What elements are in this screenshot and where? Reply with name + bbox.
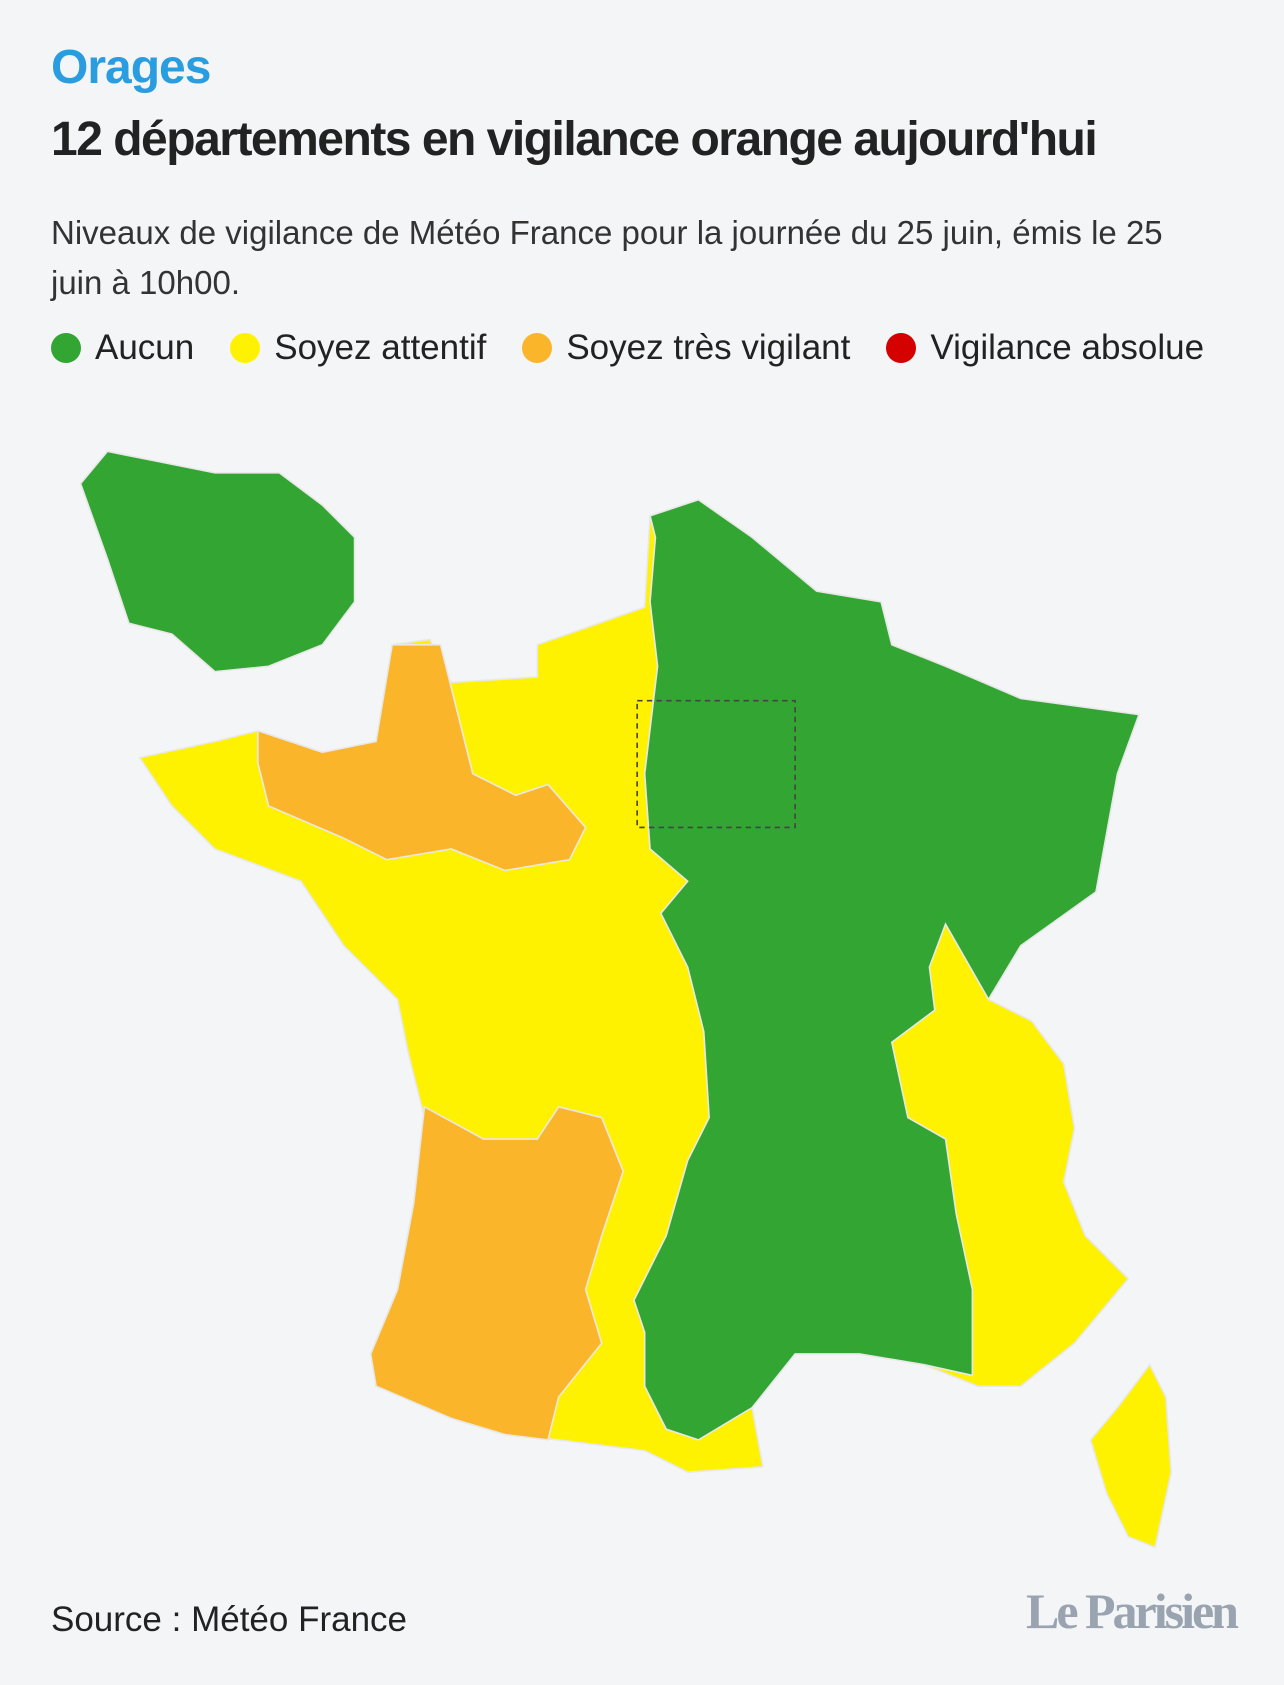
region bbox=[79, 450, 356, 673]
region bbox=[257, 643, 587, 872]
legend: Aucun Soyez attentif Soyez très vigilant Vi… bbox=[51, 328, 1204, 368]
legend-label: Aucun bbox=[95, 328, 195, 367]
legend-swatch bbox=[522, 333, 553, 363]
legend-item: Soyez très vigilant bbox=[522, 328, 850, 368]
title: 12 départements en vigilance orange aujo… bbox=[51, 113, 1098, 166]
subtitle: Niveaux de vigilance de Météo France pou… bbox=[51, 214, 1163, 301]
kicker: Orages bbox=[51, 41, 211, 94]
region bbox=[1089, 1363, 1172, 1549]
legend-label: Soyez très vigilant bbox=[566, 328, 851, 367]
legend-swatch bbox=[886, 333, 917, 363]
logo: Le Parisien bbox=[1025, 1583, 1239, 1639]
legend-item: Aucun bbox=[51, 328, 194, 368]
legend-swatch bbox=[230, 333, 261, 363]
legend-item: Soyez attentif bbox=[230, 328, 486, 368]
source: Source : Météo France bbox=[51, 1600, 407, 1639]
legend-swatch bbox=[51, 333, 81, 363]
region bbox=[633, 498, 1141, 1441]
legend-label: Vigilance absolue bbox=[930, 328, 1205, 367]
region bbox=[369, 1105, 625, 1441]
legend-label: Soyez attentif bbox=[274, 328, 487, 367]
inset-frame bbox=[636, 699, 796, 829]
legend-item: Vigilance absolue bbox=[886, 328, 1204, 368]
